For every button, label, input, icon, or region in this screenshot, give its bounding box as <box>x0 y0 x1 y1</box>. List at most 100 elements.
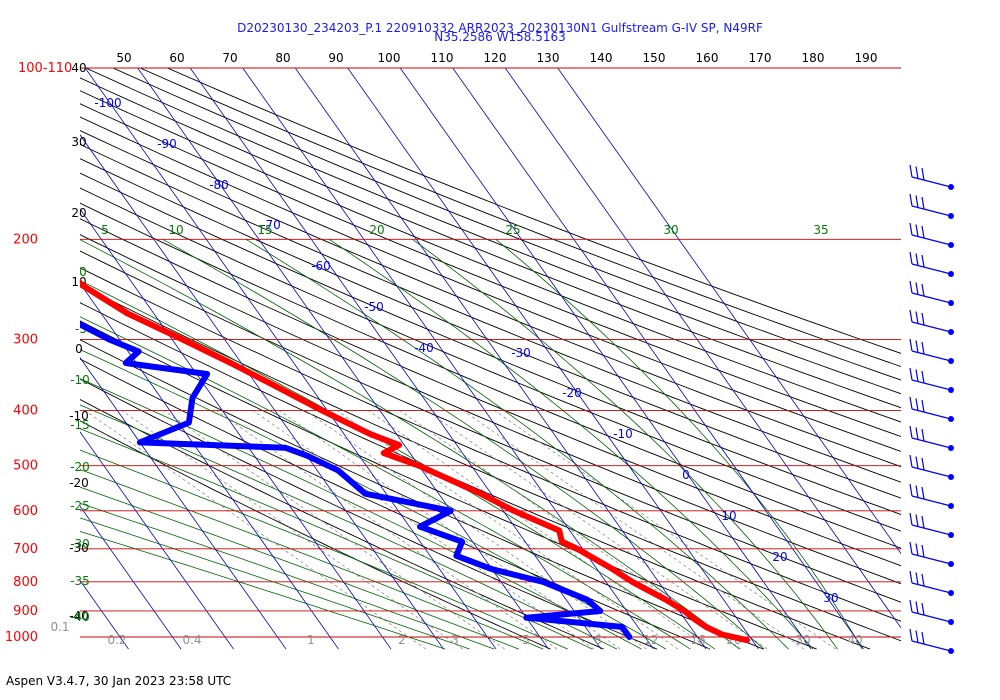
theta-label: 80 <box>275 51 290 65</box>
moist-adiabat-line <box>80 530 446 650</box>
isotherm-label: 30 <box>823 591 838 605</box>
wind-barb-staff <box>911 408 952 420</box>
wind-barb-staff <box>911 466 952 478</box>
wind-barb-flag <box>909 193 913 207</box>
wind-barb-flag <box>915 514 919 527</box>
wind-barb-flag <box>915 166 919 179</box>
wind-barb-staff <box>911 611 952 623</box>
wind-barb-dot <box>948 387 954 393</box>
wind-barb <box>909 280 954 306</box>
mixing-ratio-line <box>216 410 558 650</box>
wind-barb-flag <box>921 544 925 558</box>
height-label: -30 <box>69 541 89 555</box>
wind-barb-dot <box>948 416 954 422</box>
mixing-ratio-label: 0.4 <box>182 633 201 647</box>
wind-barb-dot <box>948 271 954 277</box>
wind-barb-dot <box>948 300 954 306</box>
dry-adiabat-line <box>80 399 604 650</box>
isotherms-layer <box>80 68 901 650</box>
wind-barb <box>909 396 954 422</box>
theta-label: 180 <box>802 51 825 65</box>
wind-barb-staff <box>911 234 952 246</box>
theta-label: 90 <box>328 51 343 65</box>
wind-barb-dot <box>948 503 954 509</box>
wind-barb-flag <box>915 369 919 382</box>
isotherm-line <box>294 68 707 650</box>
wind-barb-staff <box>911 350 952 362</box>
mixing-ratio-label: 12 <box>643 633 658 647</box>
height-label: -10 <box>69 409 89 423</box>
mixing-ratio-label: 30 <box>795 633 810 647</box>
wind-barb <box>909 570 954 596</box>
wind-barb-dot <box>948 561 954 567</box>
height-label: 0 <box>75 342 83 356</box>
wind-barb <box>909 425 954 451</box>
isotherm-label: -20 <box>562 386 582 400</box>
wind-barb <box>909 193 954 219</box>
mixing-ratio-line <box>121 410 463 650</box>
moist-adiabat-label: 15 <box>257 223 272 237</box>
wind-barb-flag <box>909 280 913 294</box>
isotherm-label: 20 <box>772 550 787 564</box>
height-label: 40 <box>71 61 86 75</box>
wind-barb-dot <box>948 329 954 335</box>
dry-adiabat-line <box>80 90 901 423</box>
wind-barb-staff <box>911 524 952 536</box>
wind-barb-staff <box>911 582 952 594</box>
wind-barb-staff <box>911 495 952 507</box>
isobars-layer <box>80 67 901 638</box>
moist-adiabat-label: -15 <box>70 418 90 432</box>
wind-barb-flag <box>921 515 925 529</box>
wind-barb-flag <box>921 399 925 413</box>
wind-barb-flag <box>921 602 925 616</box>
wind-barb-flag <box>915 456 919 469</box>
isotherm-label: 0 <box>682 468 690 482</box>
dry-adiabat-line <box>80 378 658 650</box>
wind-barb-flag <box>909 628 913 642</box>
isotherm-label: -70 <box>261 218 281 232</box>
wind-barb-flag <box>921 283 925 297</box>
wind-barb-flag <box>909 454 913 468</box>
wind-barb-flag <box>921 486 925 500</box>
mixing-ratio-label: 3 <box>451 633 459 647</box>
wind-barb-flag <box>915 485 919 498</box>
dry-adiabat-line <box>80 234 901 585</box>
dry-adiabat-line <box>80 103 901 438</box>
wind-barb-flag <box>915 224 919 237</box>
theta-label: 160 <box>696 51 719 65</box>
theta-label: 130 <box>537 51 560 65</box>
wind-barb-dot <box>948 358 954 364</box>
dry-adiabat-line <box>80 358 711 650</box>
mixing-ratio-label: 0.2 <box>107 633 126 647</box>
wind-barb-staff <box>911 263 952 275</box>
wind-barb-dot <box>948 213 954 219</box>
wind-barb-flag <box>909 396 913 410</box>
isotherm-line <box>452 68 864 650</box>
moist-adiabat-line <box>80 279 716 650</box>
isotherm-line <box>84 68 497 650</box>
wind-barb-flag <box>909 541 913 555</box>
moist-adiabat-line <box>328 238 814 650</box>
dry-adiabat-line <box>84 68 901 395</box>
wind-barbs-layer <box>909 164 954 654</box>
pressure-label: 100-110 <box>18 61 72 76</box>
wind-barb-flag <box>909 222 913 236</box>
dry-adiabat-line <box>80 172 901 515</box>
moist-adiabat-line <box>80 449 568 650</box>
pressure-label: 500 <box>13 459 38 474</box>
wind-barb <box>909 338 954 364</box>
wind-barb-flag <box>909 425 913 439</box>
moist-adiabat-line <box>412 238 838 650</box>
chart-title-line2: N35.2586 W158.5163 <box>434 30 566 44</box>
theta-label: 140 <box>590 51 613 65</box>
moist-adiabat-label: -5 <box>75 322 87 336</box>
isotherm-label: -60 <box>311 259 331 273</box>
mixing-ratio-label: 2 <box>398 633 406 647</box>
moist-adiabat-label: -10 <box>70 373 90 387</box>
wind-barb-flag <box>909 483 913 497</box>
wind-barb-staff <box>911 379 952 391</box>
wind-barb <box>909 541 954 567</box>
dry-adiabat-line <box>111 68 901 381</box>
dry-adiabat-line <box>80 302 871 650</box>
isotherm-label: -10 <box>613 427 633 441</box>
